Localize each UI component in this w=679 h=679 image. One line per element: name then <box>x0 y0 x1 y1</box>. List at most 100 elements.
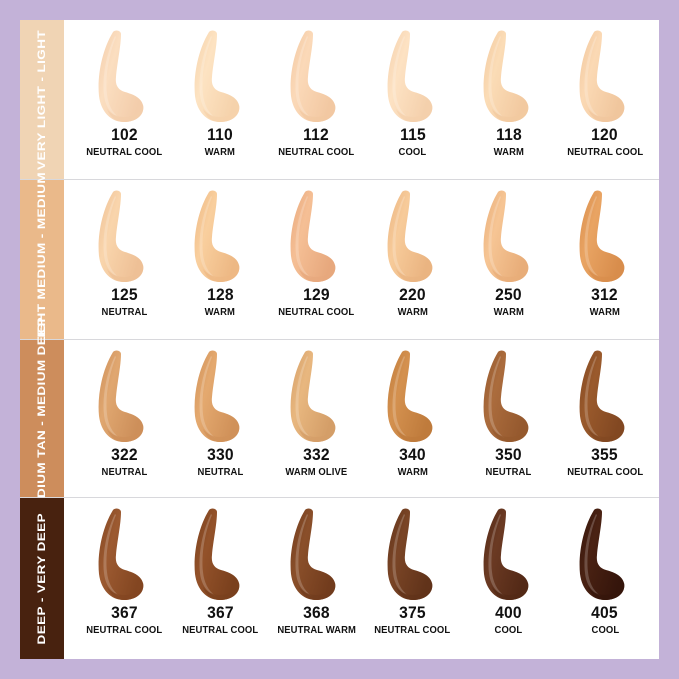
shade-code: 312 <box>591 285 619 304</box>
shade-undertone: NEUTRAL COOL <box>374 623 451 636</box>
shade-cell[interactable]: 110 WARM <box>172 20 268 179</box>
foundation-swatch-icon <box>574 508 636 603</box>
swatch-grid: 102 NEUTRAL COOL 110 WARM 112 NEUTRAL COOL <box>64 20 659 179</box>
shade-cell[interactable]: 129 NEUTRAL COOL <box>268 180 364 339</box>
shade-code: 115 <box>399 125 426 144</box>
foundation-swatch-icon <box>478 508 540 603</box>
foundation-swatch-icon <box>93 350 155 445</box>
shade-undertone: WARM <box>493 145 524 158</box>
shade-code: 250 <box>495 285 523 304</box>
swatch-grid: 322 NEUTRAL 330 NEUTRAL 332 WARM OLIVE <box>64 340 659 497</box>
shade-code: 125 <box>110 285 138 304</box>
shade-undertone: NEUTRAL COOL <box>566 145 643 158</box>
shade-code: 118 <box>495 125 522 144</box>
shade-undertone: NEUTRAL COOL <box>566 465 643 478</box>
group-tab-label: DEEP - VERY DEEP <box>35 512 48 645</box>
shade-undertone: WARM OLIVE <box>285 465 348 478</box>
shade-undertone: WARM <box>205 145 236 158</box>
shade-undertone: NEUTRAL COOL <box>86 145 163 158</box>
shade-cell[interactable]: 128 WARM <box>172 180 268 339</box>
shade-undertone: WARM <box>397 465 428 478</box>
foundation-swatch-icon <box>382 350 444 445</box>
shade-cell[interactable]: 375 NEUTRAL COOL <box>364 498 460 659</box>
shade-code: 102 <box>110 125 138 144</box>
foundation-swatch-icon <box>189 508 251 603</box>
shade-cell[interactable]: 112 NEUTRAL COOL <box>268 20 364 179</box>
shade-cell[interactable]: 312 WARM <box>557 180 653 339</box>
shade-undertone: COOL <box>398 145 427 158</box>
shade-cell[interactable]: 102 NEUTRAL COOL <box>76 20 172 179</box>
shade-cell[interactable]: 367 NEUTRAL COOL <box>76 498 172 659</box>
group-tab-light-medium-medium: LIGHT MEDIUM - MEDIUM <box>20 172 64 347</box>
swatch-grid: 367 NEUTRAL COOL 367 NEUTRAL COOL 368 NEUTR… <box>64 498 659 659</box>
shade-cell[interactable]: 250 WARM <box>461 180 557 339</box>
foundation-swatch-icon <box>478 350 540 445</box>
shade-undertone: NEUTRAL WARM <box>277 623 356 636</box>
foundation-swatch-icon <box>478 190 540 285</box>
foundation-swatch-icon <box>285 350 347 445</box>
shade-code: 367 <box>206 603 234 622</box>
shade-code: 355 <box>591 445 619 464</box>
shade-undertone: NEUTRAL COOL <box>86 623 163 636</box>
shade-code: 405 <box>591 603 619 622</box>
group-tab-label: VERY LIGHT - LIGHT <box>35 29 48 170</box>
shade-cell[interactable]: 115 COOL <box>364 20 460 179</box>
shade-cell[interactable]: 340 WARM <box>364 340 460 497</box>
group-tab-very-light-light: VERY LIGHT - LIGHT <box>20 20 64 179</box>
swatch-grid: 125 NEUTRAL 128 WARM 129 NEUTRAL COOL <box>64 180 659 339</box>
foundation-swatch-icon <box>478 30 540 125</box>
shade-code: 367 <box>110 603 138 622</box>
shade-cell[interactable]: 118 WARM <box>461 20 557 179</box>
foundation-swatch-icon <box>189 30 251 125</box>
shade-undertone: NEUTRAL <box>197 465 244 478</box>
shade-cell[interactable]: 125 NEUTRAL <box>76 180 172 339</box>
shade-undertone: COOL <box>494 623 523 636</box>
shade-undertone: NEUTRAL <box>101 465 147 478</box>
shade-group-row: VERY LIGHT - LIGHT 102 NEUTRAL COOL 110 WA… <box>20 20 659 180</box>
shade-code: 368 <box>303 603 330 622</box>
foundation-swatch-icon <box>93 508 155 603</box>
shade-cell[interactable]: 405 COOL <box>557 498 653 659</box>
shade-undertone: WARM <box>493 305 524 318</box>
shade-code: 110 <box>207 125 234 144</box>
shade-cell[interactable]: 355 NEUTRAL COOL <box>557 340 653 497</box>
shade-code: 340 <box>399 445 426 464</box>
shade-undertone: WARM <box>397 305 428 318</box>
foundation-swatch-icon <box>382 508 444 603</box>
group-tab-medium-tan-medium-deep: MEDIUM TAN - MEDIUM DEEP <box>20 317 64 520</box>
shade-undertone: NEUTRAL COOL <box>278 145 355 158</box>
foundation-swatch-icon <box>189 350 251 445</box>
shade-cell[interactable]: 220 WARM <box>364 180 460 339</box>
foundation-swatch-icon <box>93 190 155 285</box>
shade-code: 350 <box>495 445 523 464</box>
foundation-swatch-icon <box>382 190 444 285</box>
foundation-swatch-icon <box>285 30 347 125</box>
shade-cell[interactable]: 400 COOL <box>461 498 557 659</box>
shade-code: 220 <box>399 285 426 304</box>
foundation-swatch-icon <box>574 30 636 125</box>
shade-undertone: WARM <box>205 305 236 318</box>
shade-cell[interactable]: 332 WARM OLIVE <box>268 340 364 497</box>
foundation-swatch-icon <box>93 30 155 125</box>
foundation-swatch-icon <box>285 190 347 285</box>
shade-code: 129 <box>303 285 330 304</box>
foundation-swatch-icon <box>189 190 251 285</box>
foundation-swatch-icon <box>285 508 347 603</box>
shade-code: 375 <box>399 603 426 622</box>
shade-cell[interactable]: 120 NEUTRAL COOL <box>557 20 653 179</box>
shade-undertone: NEUTRAL <box>101 305 147 318</box>
shade-cell[interactable]: 350 NEUTRAL <box>461 340 557 497</box>
shade-undertone: NEUTRAL <box>485 465 532 478</box>
shade-code: 332 <box>303 445 330 464</box>
shade-cell[interactable]: 330 NEUTRAL <box>172 340 268 497</box>
shade-code: 128 <box>206 285 234 304</box>
shade-group-row: MEDIUM TAN - MEDIUM DEEP 322 NEUTRAL 330 N… <box>20 317 659 520</box>
group-tab-deep-very-deep: DEEP - VERY DEEP <box>20 498 64 659</box>
shade-cell[interactable]: 367 NEUTRAL COOL <box>172 498 268 659</box>
foundation-swatch-icon <box>382 30 444 125</box>
foundation-swatch-icon <box>574 350 636 445</box>
shade-group-row: DEEP - VERY DEEP 367 NEUTRAL COOL 367 NEUT… <box>20 498 659 659</box>
foundation-swatch-icon <box>574 190 636 285</box>
shade-cell[interactable]: 322 NEUTRAL <box>76 340 172 497</box>
shade-cell[interactable]: 368 NEUTRAL WARM <box>268 498 364 659</box>
